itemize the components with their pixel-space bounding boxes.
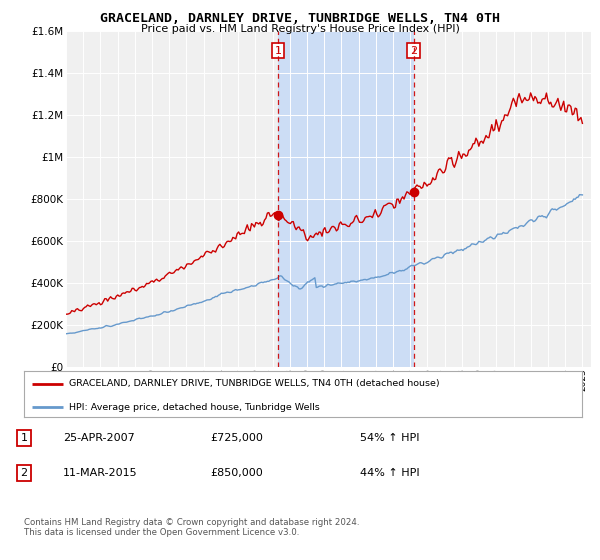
Text: £725,000: £725,000: [210, 433, 263, 443]
Text: 2: 2: [410, 45, 417, 55]
Text: 25-APR-2007: 25-APR-2007: [63, 433, 135, 443]
Text: 1: 1: [275, 45, 281, 55]
Text: 11-MAR-2015: 11-MAR-2015: [63, 468, 137, 478]
Text: 2: 2: [20, 468, 28, 478]
Text: 54% ↑ HPI: 54% ↑ HPI: [360, 433, 419, 443]
Text: 44% ↑ HPI: 44% ↑ HPI: [360, 468, 419, 478]
Text: GRACELAND, DARNLEY DRIVE, TUNBRIDGE WELLS, TN4 0TH (detached house): GRACELAND, DARNLEY DRIVE, TUNBRIDGE WELL…: [68, 379, 439, 388]
Text: HPI: Average price, detached house, Tunbridge Wells: HPI: Average price, detached house, Tunb…: [68, 403, 319, 412]
Text: Price paid vs. HM Land Registry's House Price Index (HPI): Price paid vs. HM Land Registry's House …: [140, 24, 460, 34]
Text: £850,000: £850,000: [210, 468, 263, 478]
Bar: [278, 31, 413, 367]
Text: Contains HM Land Registry data © Crown copyright and database right 2024.
This d: Contains HM Land Registry data © Crown c…: [24, 518, 359, 538]
Text: GRACELAND, DARNLEY DRIVE, TUNBRIDGE WELLS, TN4 0TH: GRACELAND, DARNLEY DRIVE, TUNBRIDGE WELL…: [100, 12, 500, 25]
Text: 1: 1: [20, 433, 28, 443]
